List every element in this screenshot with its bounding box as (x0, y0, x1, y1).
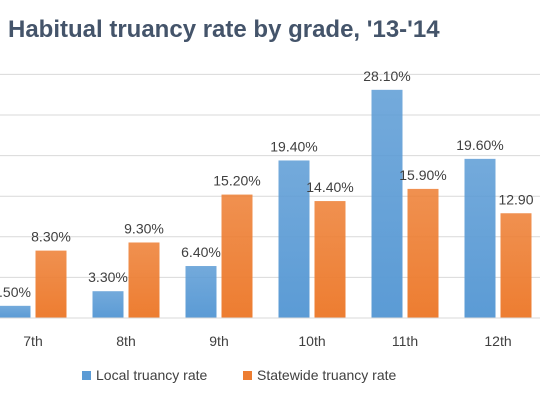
x-tick-label-9th: 9th (209, 333, 228, 349)
bar-local-truancy-rate-10th (278, 160, 310, 318)
bars (0, 89, 532, 318)
data-label-statewide-truancy-rate-11th: 15.90% (399, 167, 446, 183)
bar-statewide-truancy-rate-9th (221, 194, 253, 318)
chart-title: Habitual truancy rate by grade, '13-'14 (8, 16, 440, 43)
legend-label-statewide-truancy-rate: Statewide truancy rate (257, 367, 397, 383)
data-label-local-truancy-rate-8th: 3.30% (88, 269, 128, 285)
x-tick-label-12th: 12th (484, 333, 511, 349)
bar-statewide-truancy-rate-7th (35, 250, 67, 318)
data-label-statewide-truancy-rate-7th: 8.30% (31, 229, 71, 245)
bar-statewide-truancy-rate-12th (500, 213, 532, 318)
data-label-local-truancy-rate-9th: 6.40% (181, 244, 221, 260)
x-axis-tick-labels: 7th 8th 9th 10th 11th 12th (23, 333, 511, 349)
data-label-statewide-truancy-rate-12th: 12.90 (498, 191, 533, 207)
legend-swatch-local-truancy-rate (82, 371, 91, 380)
data-label-local-truancy-rate-11th: 28.10% (363, 68, 410, 84)
bar-statewide-truancy-rate-8th (128, 242, 160, 318)
legend-label-local-truancy-rate: Local truancy rate (96, 367, 207, 383)
x-tick-label-8th: 8th (116, 333, 135, 349)
data-label-statewide-truancy-rate-8th: 9.30% (124, 220, 164, 236)
data-label-statewide-truancy-rate-9th: 15.20% (213, 173, 260, 189)
x-tick-label-11th: 11th (392, 333, 418, 349)
bar-statewide-truancy-rate-11th (407, 188, 439, 318)
data-label-local-truancy-rate-7th: .50% (0, 284, 31, 300)
gridlines (0, 73, 540, 278)
bar-local-truancy-rate-9th (185, 266, 217, 318)
data-label-statewide-truancy-rate-10th: 14.40% (306, 179, 353, 195)
bar-local-truancy-rate-7th (0, 305, 31, 318)
bar-statewide-truancy-rate-10th (314, 201, 346, 318)
x-tick-label-7th: 7th (23, 333, 42, 349)
bar-local-truancy-rate-8th (92, 291, 124, 318)
x-tick-label-10th: 10th (298, 333, 325, 349)
legend: Local truancy rate Statewide truancy rate (82, 367, 397, 383)
data-label-local-truancy-rate-12th: 19.60% (456, 137, 503, 153)
data-labels: .50% 8.30% 3.30% 9.30% 6.40% 15.20% 19.40% 14.4… (0, 68, 534, 300)
bar-local-truancy-rate-12th (464, 158, 496, 318)
bar-local-truancy-rate-11th (371, 89, 403, 318)
data-label-local-truancy-rate-10th: 19.40% (270, 138, 317, 154)
legend-swatch-statewide-truancy-rate (243, 371, 252, 380)
